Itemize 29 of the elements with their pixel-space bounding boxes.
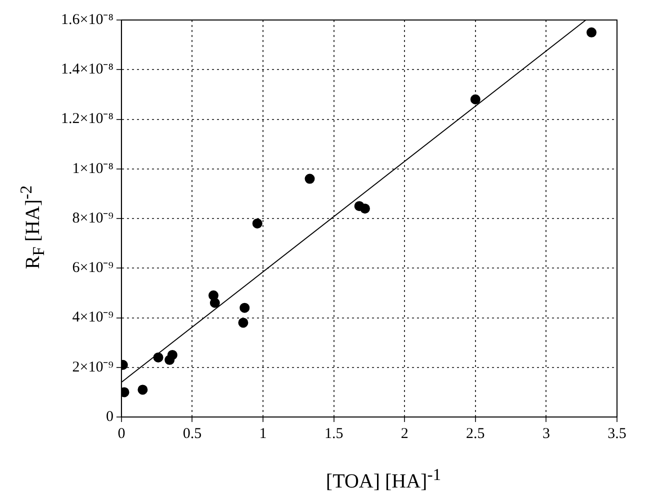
y-tick-label: 0 bbox=[106, 408, 114, 425]
point bbox=[470, 94, 480, 104]
point bbox=[360, 204, 370, 214]
point bbox=[210, 298, 220, 308]
point bbox=[153, 352, 164, 362]
y-tick-label: 2×10⁻⁹ bbox=[72, 359, 114, 376]
x-tick-label: 1 bbox=[259, 426, 267, 442]
x-tick-label: 2 bbox=[400, 426, 408, 442]
x-tick-label: 0.5 bbox=[182, 426, 202, 442]
point bbox=[240, 302, 250, 313]
point bbox=[304, 174, 315, 184]
y-tick-label: 1.6×10⁻⁸ bbox=[60, 12, 114, 28]
point bbox=[252, 218, 262, 228]
point bbox=[138, 384, 148, 395]
x-tick-label: 3 bbox=[542, 426, 550, 442]
y-tick-label: 6×10⁻⁹ bbox=[72, 260, 114, 276]
x-axis-title: [TOA] [HA]$^{-1}$ bbox=[324, 465, 442, 494]
point bbox=[167, 350, 178, 360]
y-tick-label: 8×10⁻⁹ bbox=[72, 210, 114, 226]
y-tick-label: 1×10⁻⁸ bbox=[72, 160, 114, 177]
x-tick-label: 0 bbox=[118, 426, 126, 442]
y-tick-label: 4×10⁻⁹ bbox=[72, 310, 114, 326]
x-tick-label: 2.5 bbox=[466, 426, 485, 442]
point bbox=[586, 27, 597, 38]
x-tick-label: 3.5 bbox=[608, 426, 626, 442]
y-tick-label: 1.4×10⁻⁸ bbox=[60, 62, 114, 78]
y-tick-label: 1.2×10⁻⁸ bbox=[60, 111, 114, 128]
point bbox=[238, 318, 248, 328]
x-tick-label: 1.5 bbox=[324, 426, 344, 442]
